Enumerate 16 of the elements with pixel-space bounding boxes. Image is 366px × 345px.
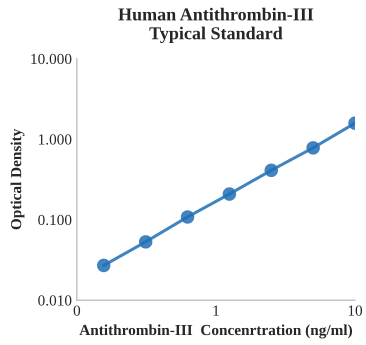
- point: [264, 164, 278, 178]
- point: [138, 235, 152, 249]
- point: [180, 210, 194, 224]
- point: [222, 187, 236, 201]
- y-axis-title: Optical Density: [10, 128, 24, 230]
- y-tick-label: 0.010: [38, 295, 72, 306]
- x-tick-label: 0: [74, 305, 80, 316]
- y-tick-label: 1.000: [38, 134, 72, 145]
- x-tick-label: 1: [213, 306, 219, 316]
- x-tick-label: 10: [348, 305, 362, 316]
- point: [96, 258, 110, 272]
- chart-title: Human Antithrombin-III Typical Standard: [118, 8, 314, 44]
- y-tick-label: 10.000: [31, 54, 72, 64]
- x-axis-title: Antithrombin-III Concenrtration (ng/ml): [79, 324, 352, 338]
- point: [306, 141, 320, 155]
- y-tick-label: 0.100: [38, 214, 72, 226]
